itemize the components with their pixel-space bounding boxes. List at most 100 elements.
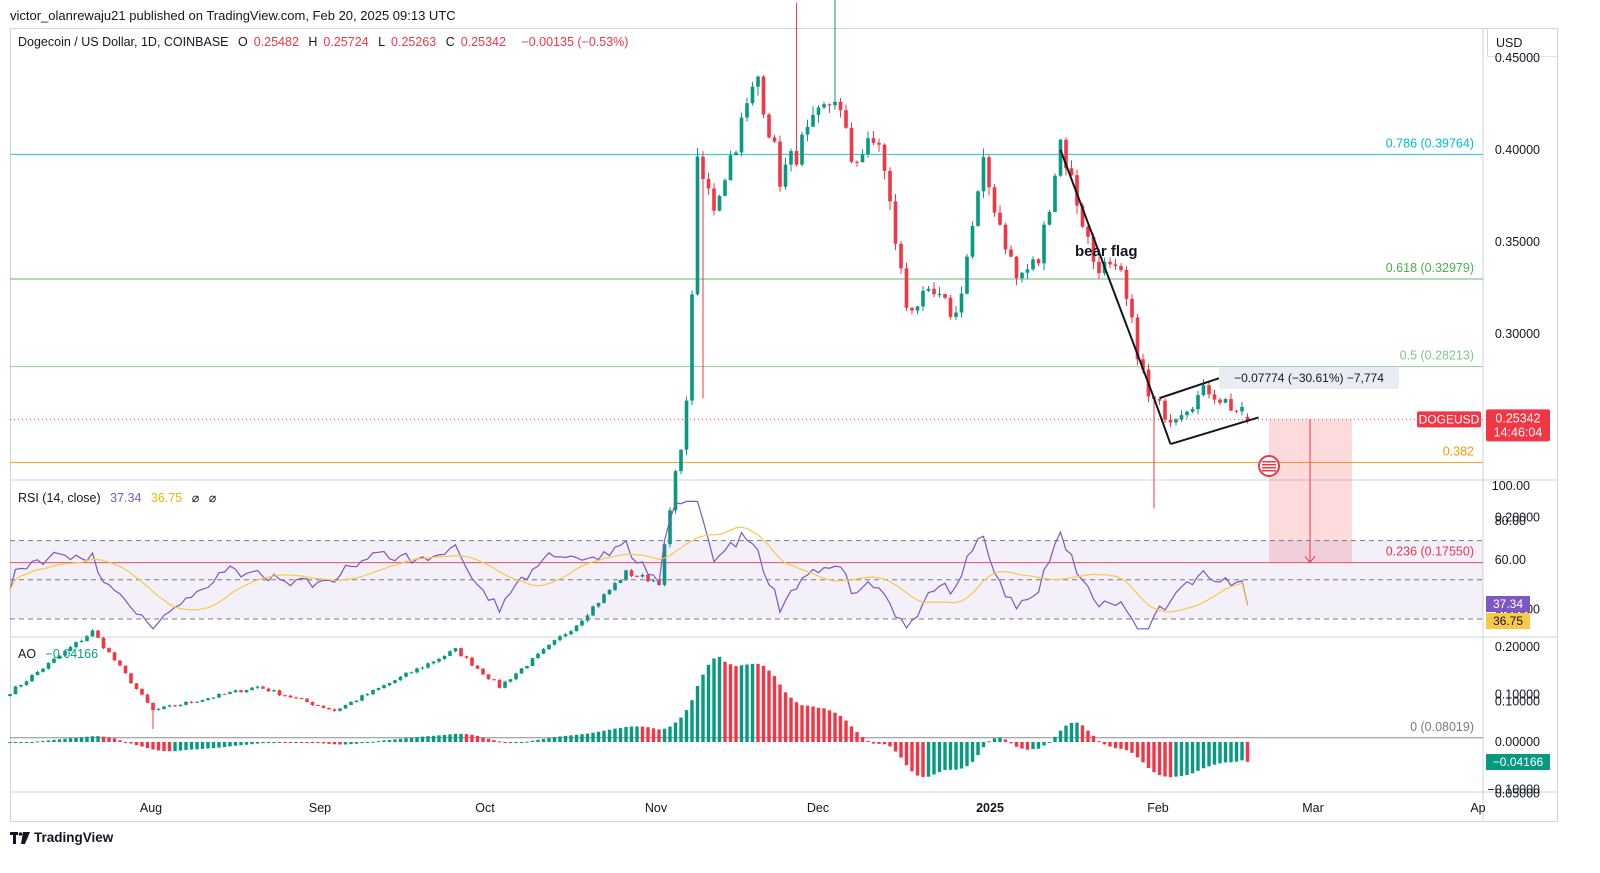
candle-body	[377, 688, 381, 690]
candle-body	[481, 669, 485, 675]
ao-bar	[619, 728, 622, 742]
ao-bar	[1213, 742, 1216, 765]
candle-body	[1158, 399, 1162, 401]
ao-bar	[943, 742, 946, 770]
ao-bar	[1070, 723, 1073, 742]
candle-body	[729, 155, 733, 180]
time-tick-7: Mar	[1302, 801, 1324, 815]
ao-bar	[866, 741, 869, 742]
ao-bar	[602, 731, 605, 742]
candle-body	[822, 104, 826, 107]
ao-bar	[712, 658, 715, 742]
ao-title[interactable]: AO	[18, 647, 36, 661]
rsi-ma-badge-text: 36.75	[1493, 614, 1523, 628]
candle-body	[465, 656, 469, 657]
ao-bar	[993, 738, 996, 742]
price-tick-2: 0.35000	[1495, 235, 1540, 249]
candle-body	[421, 668, 425, 669]
candle-body	[8, 694, 12, 696]
candle-body	[415, 668, 419, 672]
ao-bar	[1119, 742, 1122, 749]
candle-body	[498, 680, 502, 688]
ao-bar	[624, 727, 627, 742]
candle-body	[1185, 412, 1189, 415]
ao-bar	[861, 737, 864, 742]
candle-body	[965, 257, 969, 294]
candle-body	[437, 659, 441, 662]
ao-bar	[1114, 742, 1117, 748]
candle-body	[734, 152, 738, 155]
ao-bar	[426, 736, 429, 742]
candle-body	[701, 157, 705, 179]
candle-body	[239, 690, 243, 692]
candle-body	[360, 695, 364, 700]
candle-body	[201, 700, 205, 702]
candle-body	[1048, 212, 1052, 225]
ao-bar	[124, 742, 127, 743]
candle-body	[921, 291, 925, 307]
rsi-tick-0: 80.00	[1495, 514, 1526, 528]
ao-bar	[278, 742, 281, 743]
us-flag-icon-stripe	[1262, 470, 1276, 472]
candle-body	[1042, 225, 1046, 264]
time-tick-2: Oct	[475, 801, 495, 815]
ao-bar	[982, 742, 985, 747]
ao-bar	[932, 742, 935, 775]
candle-body	[712, 189, 716, 211]
ao-bar	[1053, 737, 1056, 742]
ao-bar	[47, 740, 50, 742]
ao-bar	[1246, 742, 1249, 762]
candle-body	[366, 694, 370, 695]
ao-bar	[250, 742, 253, 744]
candle-body	[168, 705, 172, 706]
ao-bar	[289, 742, 292, 743]
ao-tick-0: 0.20000	[1495, 640, 1540, 654]
ao-bar	[850, 726, 853, 742]
ao-bar	[311, 742, 314, 743]
candle-body	[542, 649, 546, 654]
ao-bar	[129, 742, 132, 743]
ao-bar	[800, 705, 803, 742]
ao-bar	[206, 742, 209, 748]
candle-body	[223, 694, 227, 695]
ao-bar	[377, 741, 380, 742]
candle-body	[894, 201, 898, 243]
ao-bar	[916, 742, 919, 776]
ao-bar	[1048, 742, 1051, 743]
ao-bar	[817, 708, 820, 742]
ao-bar	[1081, 725, 1084, 742]
rsi-title[interactable]: RSI (14, close)	[18, 491, 101, 505]
ao-bar	[1240, 742, 1243, 760]
ao-bar	[443, 735, 446, 742]
candle-body	[547, 645, 551, 649]
ao-bar	[256, 742, 259, 744]
ao-bar	[525, 742, 528, 743]
ao-bar	[1015, 742, 1018, 747]
candle-body	[217, 694, 221, 698]
ao-bar	[1037, 742, 1040, 749]
candle-body	[1015, 257, 1019, 278]
ao-bar	[1174, 742, 1177, 777]
candle-body	[1059, 140, 1063, 176]
candle-body	[14, 687, 18, 695]
ao-bar	[806, 706, 809, 742]
candle-body	[1202, 385, 1206, 395]
ao-bar	[652, 728, 655, 742]
candle-body	[245, 690, 249, 692]
candle-body	[448, 651, 452, 656]
ao-bar	[553, 737, 556, 742]
us-flag-icon[interactable]	[1259, 456, 1279, 476]
hidden-icon[interactable]: ⌀	[192, 491, 200, 505]
candle-body	[146, 695, 150, 703]
ao-bar	[685, 710, 688, 742]
candle-body	[316, 705, 320, 706]
ao-bar	[1163, 742, 1166, 776]
candle-body	[1218, 400, 1222, 403]
ao-bar	[1092, 736, 1095, 742]
ao-bar	[811, 707, 814, 742]
candle-body	[580, 621, 584, 626]
ao-bar	[1097, 741, 1100, 742]
hidden-icon-2[interactable]: ⌀	[209, 491, 217, 505]
ao-bar	[239, 742, 242, 745]
